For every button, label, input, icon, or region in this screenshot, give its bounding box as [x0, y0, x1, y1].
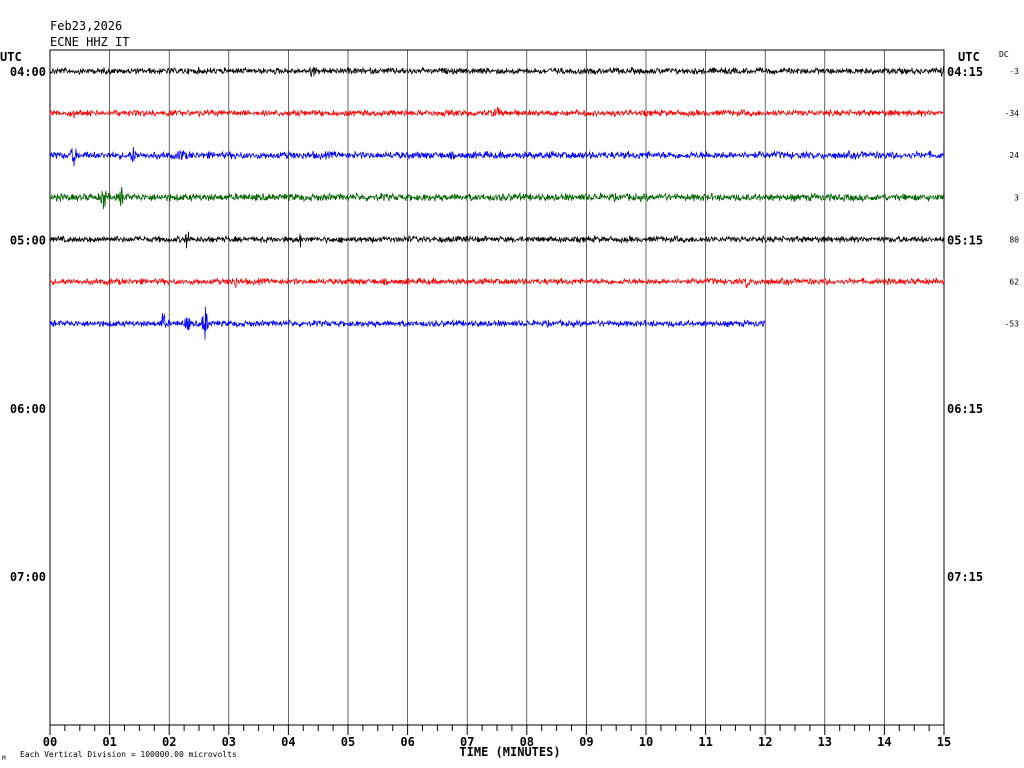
x-tick-label: 06 [400, 735, 414, 749]
seismic-traces [49, 66, 945, 340]
x-tick-label: 15 [937, 735, 951, 749]
trace-row-6 [49, 306, 766, 340]
left-utc-label: UTC [0, 50, 22, 64]
corner-mark: M [2, 755, 6, 762]
trace-row-5 [49, 276, 945, 289]
left-hour-labels: 04:00 05:00 06:00 07:00 [10, 65, 46, 584]
x-axis-title: TIME (MINUTES) [459, 745, 560, 759]
x-tick-label: 08 [520, 735, 534, 749]
trace-row-4 [49, 231, 945, 249]
x-tick-label: 02 [162, 735, 176, 749]
dc-offset-label: 3 [1014, 193, 1019, 202]
dc-offset-label: -3 [1009, 67, 1019, 76]
trace-row-1 [49, 107, 945, 119]
x-tick-label: 03 [222, 735, 236, 749]
x-tick-labels: 00 01 02 03 04 05 06 07 08 09 10 11 12 13 14 15 [43, 735, 951, 749]
right-utc-label: UTC [958, 50, 980, 64]
x-tick-label: 14 [877, 735, 891, 749]
trace-row-3 [49, 187, 945, 210]
x-tick-label: 04 [281, 735, 295, 749]
trace-row-2 [49, 147, 945, 167]
left-hour-label: 05:00 [10, 233, 46, 247]
right-hour-label: 06:15 [947, 402, 983, 416]
x-tick-label: 13 [818, 735, 832, 749]
x-axis-ticks [49, 725, 945, 735]
minute-gridlines [109, 50, 885, 725]
dc-offset-label: -34 [1005, 109, 1020, 118]
x-tick-label: 07 [460, 735, 474, 749]
x-tick-label: 12 [758, 735, 772, 749]
dc-offset-label: 24 [1009, 151, 1019, 160]
dc-header-label: DC [999, 50, 1009, 59]
plot-frame [49, 49, 945, 726]
right-hour-label: 05:15 [947, 233, 983, 247]
dc-offset-labels: -3 -34 24 3 80 62 -53 [1005, 67, 1020, 329]
dc-offset-label: -53 [1005, 320, 1020, 329]
x-tick-label: 05 [341, 735, 355, 749]
dc-offset-label: 62 [1009, 278, 1019, 287]
right-hour-label: 04:15 [947, 65, 983, 79]
trace-row-0 [49, 66, 945, 78]
right-hour-label: 07:15 [947, 570, 983, 584]
x-tick-label: 09 [579, 735, 593, 749]
left-hour-label: 04:00 [10, 65, 46, 79]
scale-footnote: Each Vertical Division = 100000.00 micro… [20, 750, 237, 759]
left-hour-label: 07:00 [10, 570, 46, 584]
dc-offset-label: 80 [1009, 235, 1019, 244]
left-hour-label: 06:00 [10, 402, 46, 416]
x-tick-label: 01 [102, 735, 116, 749]
x-tick-label: 00 [43, 735, 57, 749]
x-tick-label: 10 [639, 735, 653, 749]
right-hour-labels: 04:15 05:15 06:15 07:15 [947, 65, 983, 584]
date-label: Feb23,2026 [50, 19, 122, 33]
station-label: ECNE HHZ IT [50, 35, 129, 49]
x-tick-label: 11 [698, 735, 712, 749]
